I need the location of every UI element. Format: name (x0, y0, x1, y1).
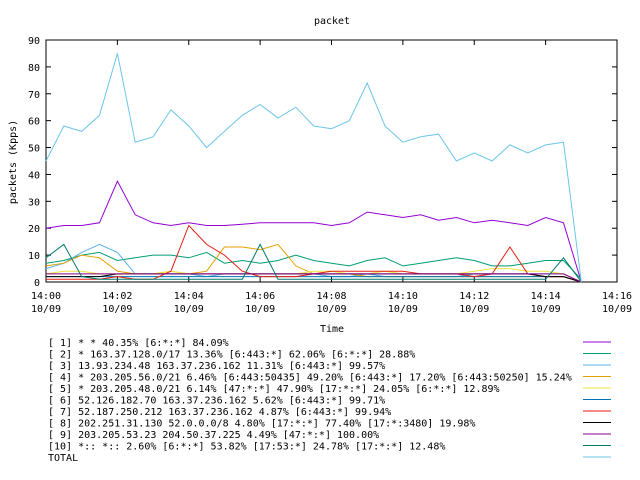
legend-label: [ 3] 13.93.234.48 163.37.236.162 11.31% … (48, 361, 385, 372)
x-tick-date: 10/09 (602, 304, 632, 315)
x-tick-date: 10/09 (174, 304, 204, 315)
series-line-6 (46, 276, 582, 283)
y-tick-label: 50 (28, 144, 40, 155)
y-tick-label: 10 (28, 251, 40, 262)
series-lines (45, 53, 582, 283)
chart-title: packet (314, 16, 350, 27)
x-tick-date: 10/09 (102, 304, 132, 315)
y-tick-label: 60 (28, 117, 40, 128)
y-tick-label: 70 (28, 90, 40, 101)
series-line-10 (45, 243, 582, 283)
plot-frame (45, 39, 618, 283)
y-tick-label: 40 (28, 170, 40, 181)
legend-label: TOTAL (48, 453, 78, 464)
x-tick-time: 14:06 (245, 291, 275, 302)
series-line-9 (46, 273, 582, 283)
x-tick-date: 10/09 (388, 304, 418, 315)
x-tick-time: 14:08 (316, 291, 346, 302)
series-line-1 (45, 180, 582, 283)
legend-label: [ 9] 203.205.53.23 204.50.37.225 4.49% [… (48, 430, 379, 441)
x-tick-time: 14:04 (174, 291, 204, 302)
x-tick-date: 10/09 (31, 304, 61, 315)
legend-label: [ 6] 52.126.182.70 163.37.236.162 5.62% … (48, 396, 385, 407)
y-tick-label: 80 (28, 63, 40, 74)
y-tick-label: 20 (28, 224, 40, 235)
x-tick-date: 10/09 (531, 304, 561, 315)
legend: [ 1] * * 40.35% [6:*:*] 84.09%[ 2] * 163… (48, 338, 611, 464)
legend-label: [ 7] 52.187.250.212 163.37.236.162 4.87%… (48, 407, 391, 418)
axis-ticks: 0 10 20 30 40 50 60 70 80 90 14:00 10/09 14:02 10/09 1… (28, 36, 632, 315)
x-tick-time: 14:00 (31, 291, 61, 302)
x-tick-date: 10/09 (245, 304, 275, 315)
y-axis-label: packets (Kpps) (8, 120, 19, 204)
series-line-11 (45, 53, 582, 283)
x-tick-time: 14:02 (102, 291, 132, 302)
x-tick-time: 14:12 (459, 291, 489, 302)
legend-label: [ 8] 202.251.31.130 52.0.0.0/8 4.80% [17… (48, 419, 475, 430)
y-tick-label: 90 (28, 36, 40, 47)
legend-label: [ 1] * * 40.35% [6:*:*] 84.09% (48, 338, 229, 349)
legend-label: [ 5] * 203.205.48.0/21 6.14% [47:*:*] 47… (48, 384, 500, 395)
series-line-5 (45, 268, 582, 283)
x-axis-label: Time (320, 324, 344, 335)
legend-label: [ 2] * 163.37.128.0/17 13.36% [6:443:*] … (48, 350, 415, 361)
x-tick-time: 14:14 (531, 291, 561, 302)
x-tick-date: 10/09 (459, 304, 489, 315)
x-tick-time: 14:16 (602, 291, 632, 302)
x-tick-time: 14:10 (388, 291, 418, 302)
x-tick-date: 10/09 (316, 304, 346, 315)
y-tick-label: 30 (28, 197, 40, 208)
series-line-2 (45, 251, 582, 280)
y-tick-label: 0 (34, 278, 40, 289)
legend-label: [10] *:: *:: 2.60% [6:*:*] 53.82% [17:53… (48, 442, 445, 453)
legend-label: [ 4] * 203.205.56.0/21 6.46% [6:443:5043… (48, 373, 572, 384)
